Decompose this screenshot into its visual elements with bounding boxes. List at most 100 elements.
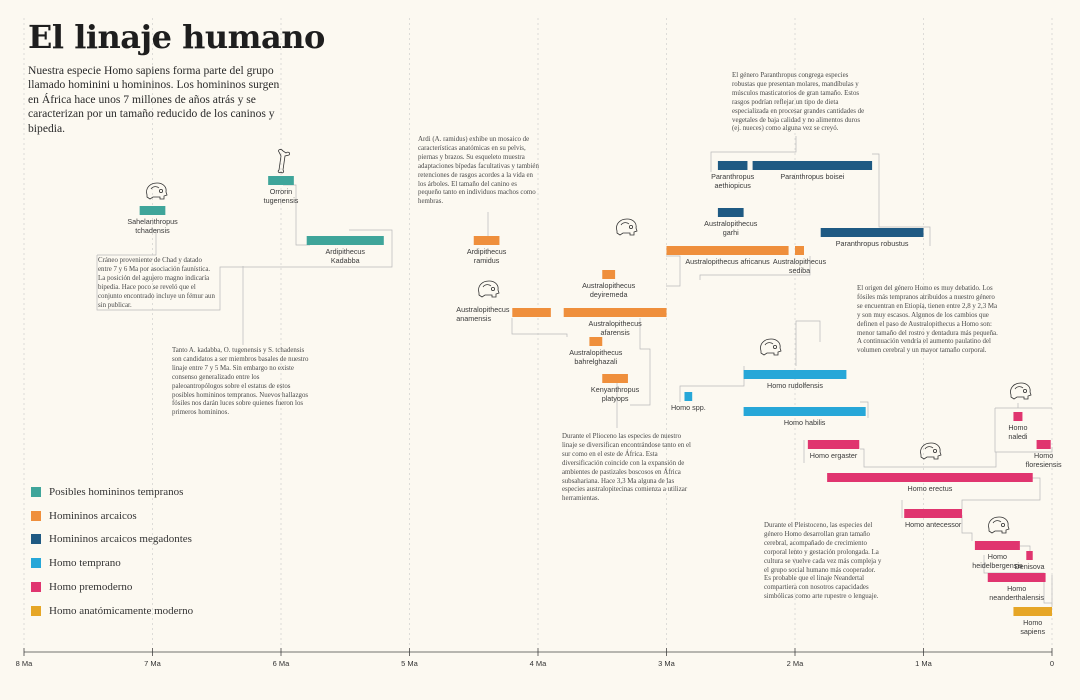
- femur-icon: [277, 149, 291, 174]
- species-bar-homo-spp-: [684, 392, 693, 401]
- species-bar-australopithecus-afarensis: [563, 308, 667, 317]
- species-bar-australopithecus-deyiremeda: [602, 270, 616, 279]
- species-label-australopithecus-afarensis: Australopithecus afarensis: [588, 319, 642, 337]
- axis-tick-label: 0: [1049, 659, 1055, 668]
- species-bar-paranthropus-aethiopicus: [717, 161, 748, 170]
- species-label-denisova: Denisova: [1014, 562, 1045, 571]
- legend: Posibles homininos tempranos Homininos ar…: [31, 480, 193, 623]
- connector-line: [860, 448, 997, 468]
- species-label-homo-erectus: Homo erectus: [907, 484, 953, 493]
- connector-line: [511, 318, 568, 337]
- legend-swatch: [31, 486, 41, 497]
- species-label-homo-floresiensis: Homo floresiensis: [1025, 451, 1062, 469]
- legend-swatch: [31, 534, 41, 545]
- species-label-paranthropus-robustus: Paranthropus robustus: [835, 239, 909, 248]
- connector-line: [961, 477, 1041, 509]
- species-label-australopithecus-africanus: Australopithecus africanus: [685, 257, 770, 266]
- species-label-paranthropus-boisei: Paranthropus boisei: [780, 172, 845, 181]
- species-bar-kenyanthropus-platyops: [602, 374, 628, 383]
- species-label-australopithecus-anamensis: Australopithecus anamensis: [456, 305, 510, 323]
- species-label-homo-antecessor: Homo antecessor: [904, 520, 962, 529]
- connector-line: [995, 403, 1052, 409]
- page-title: El linaje humano: [28, 18, 325, 56]
- axis-tick-label: 6 Ma: [272, 659, 290, 668]
- note-homo-origin: El origen del género Homo es muy debatid…: [857, 285, 998, 355]
- legend-item: Homo temprano: [31, 551, 193, 575]
- species-bar-homo-naledi: [1013, 412, 1023, 421]
- legend-item: Homininos arcaicos: [31, 504, 193, 528]
- connector-line: [795, 320, 821, 366]
- species-bar-homo-rudolfensis: [743, 370, 847, 379]
- axis-tick-label: 8 Ma: [15, 659, 33, 668]
- skull-icon: [616, 218, 638, 236]
- species-label-homo-neanderthalensis: Homo neanderthalensis: [989, 584, 1045, 602]
- note-sahelanthropus: Cráneo proveniente de Chad y datado entr…: [98, 257, 215, 309]
- species-label-homo-naledi: Homo naledi: [1008, 423, 1028, 441]
- legend-swatch: [31, 558, 41, 569]
- connector-line: [961, 515, 973, 541]
- note-pliocene: Durante el Plioceno las especies de nues…: [562, 433, 691, 503]
- species-label-paranthropus-aethiopicus: Paranthropus aethiopicus: [711, 172, 755, 190]
- axis-tick-label: 5 Ma: [401, 659, 418, 668]
- legend-swatch: [31, 605, 41, 616]
- note-paranthropus: El género Paranthropus congrega especies…: [732, 72, 865, 133]
- species-bar-homo-floresiensis: [1036, 440, 1051, 449]
- legend-label: Homo temprano: [49, 557, 121, 570]
- species-bar-sahelanthropus-tchadensis: [139, 206, 166, 215]
- connector-line: [666, 255, 681, 287]
- note-pleistocene: Durante el Pleistoceno, las especies del…: [764, 522, 882, 601]
- legend-item: Homininos arcaicos megadontes: [31, 528, 193, 552]
- connector-line: [860, 401, 869, 418]
- species-bar-ardipithecus-kadabba: [306, 236, 384, 245]
- species-bar-australopithecus-garhi: [717, 208, 744, 217]
- species-bar-ardipithecus-ramidus: [473, 236, 500, 245]
- species-label-sahelanthropus-tchadensis: Sahelanthropus tchadensis: [127, 217, 178, 235]
- legend-swatch: [31, 582, 41, 593]
- legend-label: Homo premoderno: [49, 581, 133, 594]
- species-bar-australopithecus-africanus: [666, 246, 789, 255]
- species-label-australopithecus-garhi: Australopithecus garhi: [704, 219, 758, 237]
- species-bar-australopithecus-bahrelghazali: [589, 337, 603, 346]
- species-label-australopithecus-bahrelghazali: Australopithecus bahrelghazali: [569, 348, 623, 366]
- connector-line: [1020, 545, 1031, 551]
- species-bar-orrorin-tugenensis: [268, 176, 294, 185]
- species-bar-homo-sapiens: [1013, 607, 1052, 616]
- species-bar-australopithecus-sediba: [795, 246, 804, 255]
- species-label-homo-sapiens: Homo sapiens: [1020, 618, 1046, 636]
- species-bar-homo-ergaster: [807, 440, 860, 449]
- legend-label: Homo anatómicamente moderno: [49, 604, 194, 617]
- skull-icon: [920, 442, 942, 460]
- species-label-homo-habilis: Homo habilis: [783, 418, 826, 427]
- species-bar-homo-habilis: [743, 407, 866, 416]
- skull-icon: [1010, 382, 1032, 400]
- species-bar-homo-neanderthalensis: [987, 573, 1046, 582]
- species-label-homo-rudolfensis: Homo rudolfensis: [767, 381, 823, 390]
- connector-line: [872, 153, 931, 246]
- axis-tick-label: 3 Ma: [658, 659, 675, 668]
- skull-icon: [760, 338, 782, 356]
- species-bar-homo-heidelbergensis: [974, 541, 1020, 550]
- legend-label: Homininos arcaicos megadontes: [49, 533, 192, 546]
- species-label-australopithecus-deyiremeda: Australopithecus deyiremeda: [582, 281, 636, 299]
- species-bar-paranthropus-boisei: [752, 161, 873, 170]
- intro-text: Nuestra especie Homo sapiens forma parte…: [28, 64, 280, 135]
- connector-line: [699, 256, 811, 280]
- axis-tick-label: 2 Ma: [786, 659, 804, 668]
- species-label-ardipithecus-ramidus: Ardipithecus ramidus: [466, 247, 507, 265]
- connector-line: [97, 229, 157, 256]
- note-ardi: Ardi (A. ramidus) exhibe un mosaico de c…: [418, 136, 539, 206]
- species-label-homo-heidelbergensis: Homo heidelbergensis: [972, 552, 1023, 570]
- note-early-candidates: Tanto A. kadabba, O. tugenensis y S. tch…: [172, 347, 309, 417]
- species-label-orrorin-tugenensis: Orrorin tugenensis: [263, 187, 299, 205]
- skull-icon: [146, 182, 168, 200]
- species-label-australopithecus-sediba: Australopithecus sediba: [772, 257, 827, 275]
- connector-line: [630, 318, 651, 406]
- connector-line: [96, 229, 393, 311]
- skull-icon: [478, 280, 500, 298]
- connector-line: [994, 408, 1053, 453]
- legend-item: Homo premoderno: [31, 575, 193, 599]
- species-label-kenyanthropus-platyops: Kenyanthropus platyops: [590, 385, 640, 403]
- axis-tick-label: 4 Ma: [529, 659, 547, 668]
